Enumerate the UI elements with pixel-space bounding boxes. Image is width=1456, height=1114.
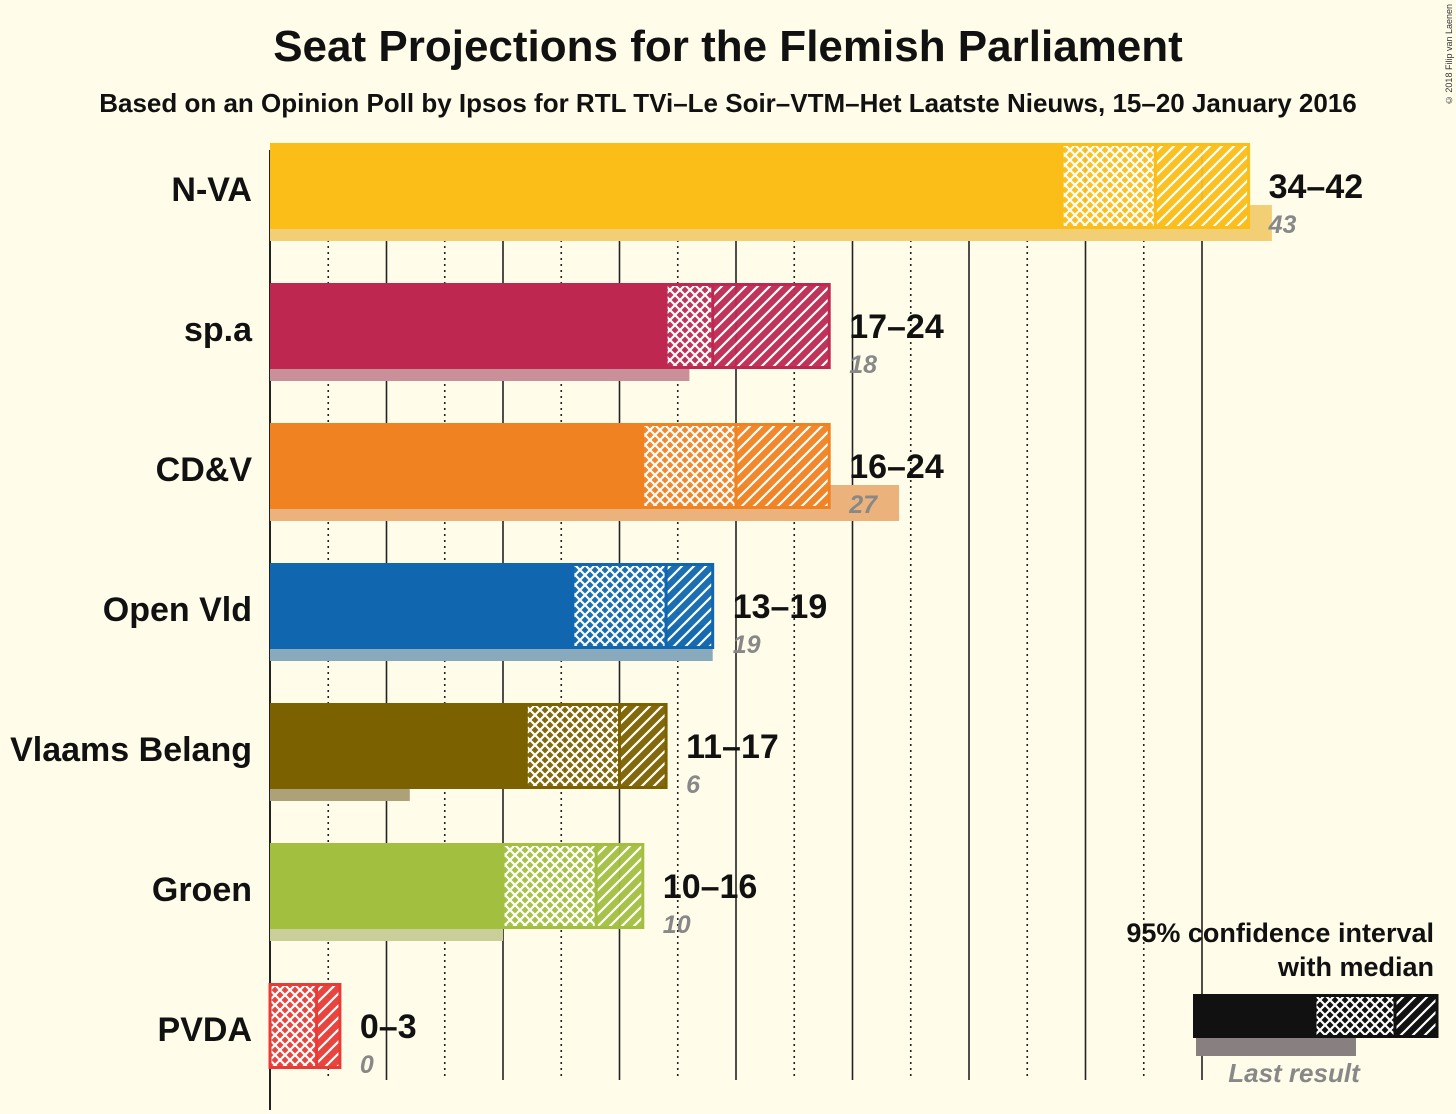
solid-bar xyxy=(270,843,503,929)
range-label: 11–17 xyxy=(686,728,779,766)
party-bars: N-VA 34–42 43 sp.a 17–24 18 CD&V 16–24 27 Open Vl… xyxy=(10,143,1363,1079)
party-row: sp.a 17–24 18 xyxy=(184,283,944,381)
ci-upper-segment xyxy=(596,843,643,929)
last-result-label: 10 xyxy=(663,911,691,939)
ci-lower-segment xyxy=(1062,143,1156,229)
legend-solid-bar xyxy=(1193,994,1315,1038)
solid-bar xyxy=(270,703,527,789)
last-result-label: 18 xyxy=(849,351,877,379)
legend-graphic xyxy=(1193,994,1439,1056)
legend-last-result-label: Last result xyxy=(1228,1058,1360,1088)
party-row: Groen 10–16 10 xyxy=(152,843,757,941)
party-name-label: Groen xyxy=(152,871,252,909)
range-label: 34–42 xyxy=(1269,168,1364,206)
range-label: 17–24 xyxy=(849,308,944,346)
solid-bar xyxy=(270,563,573,649)
ci-upper-segment xyxy=(1155,143,1249,229)
party-row: N-VA 34–42 43 xyxy=(171,143,1363,241)
party-row: PVDA 0–3 0 xyxy=(158,983,417,1079)
party-row: CD&V 16–24 27 xyxy=(156,423,944,521)
ci-lower-segment xyxy=(572,563,667,649)
chart-title: Seat Projections for the Flemish Parliam… xyxy=(273,22,1183,71)
ci-lower-segment xyxy=(666,283,713,369)
party-row: Open Vld 13–19 19 xyxy=(103,563,827,661)
ci-outline xyxy=(664,283,831,369)
ci-lower-segment xyxy=(270,983,317,1069)
ci-upper-segment xyxy=(619,703,667,789)
last-result-label: 6 xyxy=(686,771,701,799)
ci-lower-segment xyxy=(526,703,620,789)
solid-bar xyxy=(270,283,667,369)
party-name-label: N-VA xyxy=(171,171,252,209)
last-result-label: 43 xyxy=(1268,211,1297,239)
ci-outline xyxy=(571,563,715,649)
legend-ci-outline xyxy=(1313,994,1439,1038)
legend-title-line1: 95% confidence interval xyxy=(1126,918,1434,948)
legend-ci-upper xyxy=(1395,994,1437,1038)
ci-lower-segment xyxy=(642,423,736,509)
ci-upper-segment xyxy=(666,563,713,649)
solid-bar xyxy=(270,143,1063,229)
range-label: 16–24 xyxy=(849,448,944,486)
chart-subtitle: Based on an Opinion Poll by Ipsos for RT… xyxy=(99,88,1357,118)
solid-bar xyxy=(270,423,643,509)
party-name-label: CD&V xyxy=(156,451,253,489)
legend-title-line2: with median xyxy=(1277,952,1434,982)
range-label: 0–3 xyxy=(360,1008,417,1046)
legend-ci-lower xyxy=(1315,994,1395,1038)
ci-upper-segment xyxy=(712,283,830,369)
ci-outline xyxy=(268,983,342,1069)
ci-lower-segment xyxy=(503,843,597,929)
range-label: 10–16 xyxy=(663,868,758,906)
party-name-label: sp.a xyxy=(184,311,253,349)
ci-outline xyxy=(501,843,645,929)
last-result-label: 27 xyxy=(848,491,878,519)
last-result-label: 0 xyxy=(360,1051,374,1079)
ci-upper-segment xyxy=(316,983,340,1069)
range-label: 13–19 xyxy=(733,588,828,626)
party-name-label: Vlaams Belang xyxy=(10,731,252,769)
party-row: Vlaams Belang 11–17 6 xyxy=(10,703,779,801)
party-name-label: PVDA xyxy=(158,1011,252,1049)
ci-upper-segment xyxy=(736,423,830,509)
legend-title: 95% confidence interval with median xyxy=(1126,916,1434,984)
last-result-label: 19 xyxy=(733,631,761,659)
ci-outline xyxy=(524,703,668,789)
party-name-label: Open Vld xyxy=(103,591,252,629)
